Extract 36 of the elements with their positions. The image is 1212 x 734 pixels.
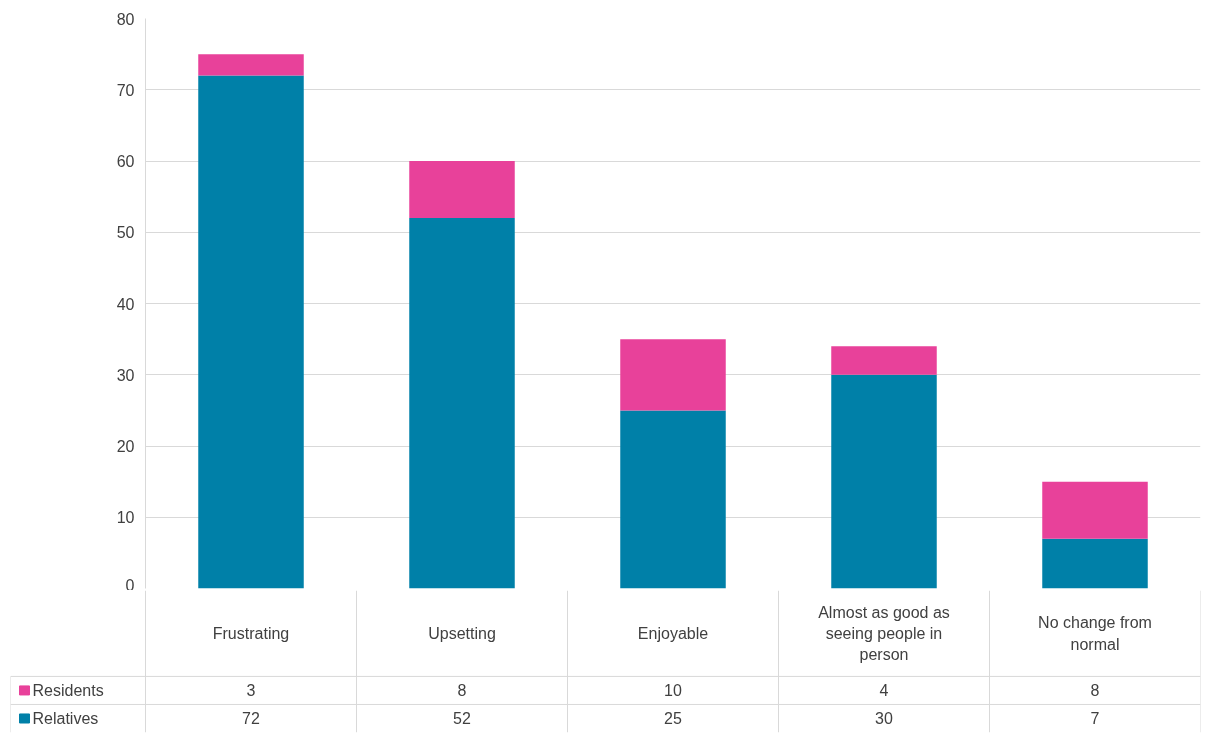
x-tick-label: Frustrating [212,624,290,642]
bar [1042,538,1148,589]
y-tick-label: 20 [116,438,135,455]
y-tick-label: 50 [116,224,135,242]
data-label: 10 [664,682,682,700]
data-label: 7 [1090,710,1100,728]
bar [1042,481,1148,539]
bar [831,374,937,589]
bar [198,75,304,589]
data-label: 30 [875,710,893,728]
bar [620,339,726,411]
x-tick-label: Almost as good as seeing people in person [818,603,950,664]
bar [409,161,515,218]
y-tick-label: 0 [125,576,135,594]
y-tick-label: 60 [116,153,135,170]
y-tick-label: 40 [116,295,135,313]
bar [198,54,304,76]
bar [831,346,937,375]
y-tick-label: 70 [116,81,135,99]
x-tick-label: Enjoyable [637,624,709,642]
y-tick-label: 80 [116,10,135,28]
data-label: 25 [664,710,682,728]
data-label: 52 [453,710,471,728]
y-tick-label: 10 [116,509,135,527]
data-label: 72 [242,710,260,728]
x-tick-label: Upsetting [428,624,496,642]
x-tick-label: No change from normal [1038,614,1152,653]
data-label: 8 [457,682,467,700]
legend-label: Relatives [32,709,99,727]
legend-label: Residents [32,681,104,699]
data-label: 4 [879,682,889,700]
bar [409,218,515,589]
bar [620,410,726,589]
data-label: 3 [246,682,256,700]
y-tick-label: 30 [116,366,135,384]
data-label: 8 [1090,682,1100,700]
